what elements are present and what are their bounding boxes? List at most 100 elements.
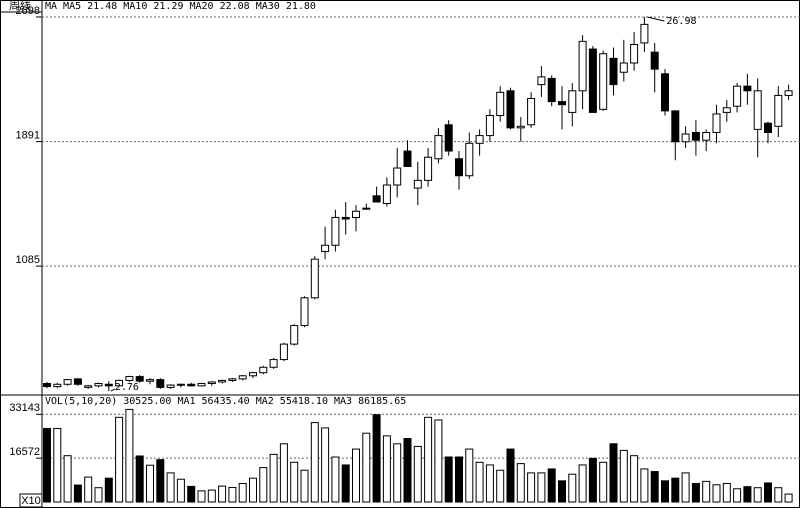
volume-bar xyxy=(681,472,690,503)
candle-body xyxy=(290,325,299,345)
price-ma-legend: MA MA5 21.48 MA10 21.29 MA20 22.08 MA30 … xyxy=(45,1,316,12)
volume-bar xyxy=(166,472,175,503)
volume-bar xyxy=(94,487,103,503)
candle-body xyxy=(362,207,371,210)
candle-body xyxy=(784,90,793,96)
candle-body xyxy=(444,124,453,152)
volume-bar xyxy=(558,480,566,503)
volume-bar xyxy=(269,453,278,503)
volume-bar xyxy=(310,422,319,503)
candle-body xyxy=(63,379,72,385)
volume-bar xyxy=(104,477,113,503)
volume-bar xyxy=(712,484,721,503)
volume-bar xyxy=(774,487,783,503)
candle-body xyxy=(764,122,772,133)
volume-bar xyxy=(650,471,659,503)
volume-bar xyxy=(764,482,772,503)
volume-bar xyxy=(722,482,731,503)
candle-body xyxy=(166,384,175,388)
candle-body xyxy=(135,376,144,382)
candle-body xyxy=(733,85,742,107)
candle-body xyxy=(661,73,669,112)
volume-bar xyxy=(331,456,340,503)
volume-bar xyxy=(352,448,360,503)
y-tick-label: 33143 xyxy=(9,402,40,414)
volume-bar xyxy=(434,419,443,503)
volume-bar xyxy=(218,485,227,503)
volume-bar xyxy=(455,456,463,503)
volume-bar xyxy=(444,456,453,503)
candle-body xyxy=(424,156,433,181)
candle-body xyxy=(753,90,762,130)
volume-bar xyxy=(115,416,124,503)
volume-bar xyxy=(290,461,299,503)
volume-bar xyxy=(599,461,608,503)
volume-bar xyxy=(475,461,484,503)
volume-bar xyxy=(630,455,639,503)
candle-body xyxy=(568,90,577,113)
candle-body xyxy=(321,244,330,252)
volume-bar xyxy=(413,445,422,503)
volume-bar xyxy=(300,469,309,503)
candle-body xyxy=(774,94,783,127)
volume-bar xyxy=(382,435,391,503)
candle-body xyxy=(547,77,556,103)
volume-bar xyxy=(424,416,433,503)
candle-body xyxy=(475,135,484,144)
volume-bar xyxy=(176,478,185,503)
candle-body xyxy=(218,379,227,383)
volume-bar xyxy=(43,427,51,503)
candle-body xyxy=(537,76,546,86)
candle-body xyxy=(485,115,494,137)
candle-body xyxy=(702,131,711,141)
volume-bar xyxy=(393,443,402,503)
candle-body xyxy=(650,51,659,70)
candle-body xyxy=(640,23,649,44)
candle-body xyxy=(516,125,525,129)
y-tick-label: 16572 xyxy=(9,446,40,458)
volume-bar xyxy=(702,480,711,503)
candle-body xyxy=(176,383,185,386)
candle-body xyxy=(187,383,196,387)
low-label: 2.76 xyxy=(115,382,139,393)
candle-body xyxy=(691,131,700,141)
volume-bar xyxy=(73,484,82,503)
volume-bar xyxy=(784,493,793,503)
candle-body xyxy=(331,216,340,246)
candle-body xyxy=(43,383,51,388)
high-label: 26.98 xyxy=(666,16,696,27)
candle-body xyxy=(115,379,124,387)
candle-body xyxy=(125,376,134,381)
volume-bar xyxy=(372,414,381,503)
candle-body xyxy=(228,378,237,381)
volume-bar xyxy=(527,472,536,503)
candle-body xyxy=(681,133,690,143)
volume-bar xyxy=(135,455,144,503)
volume-bar xyxy=(547,468,556,503)
volume-bar xyxy=(259,467,268,503)
y-tick-label: 1085 xyxy=(16,254,40,266)
volume-bar xyxy=(485,464,494,503)
volume-bar xyxy=(238,482,247,503)
high-pointer xyxy=(647,16,665,22)
volume-bar xyxy=(743,486,752,503)
candle-body xyxy=(372,195,381,203)
candle-body xyxy=(712,113,721,133)
unit-box xyxy=(19,493,43,508)
low-pointer xyxy=(110,388,116,392)
volume-bar xyxy=(588,457,597,503)
candle-body xyxy=(249,372,257,377)
candle-body xyxy=(578,40,587,92)
candle-body xyxy=(341,216,350,220)
volume-bar xyxy=(187,485,196,503)
candle-body xyxy=(722,107,731,113)
volume-bar xyxy=(403,437,412,503)
candle-body xyxy=(279,343,288,361)
candle-body xyxy=(527,98,536,126)
candle-body xyxy=(94,383,103,387)
volume-bar xyxy=(362,432,371,503)
volume-bar xyxy=(753,487,762,503)
volume-bar xyxy=(661,480,669,503)
candle-body xyxy=(352,210,360,218)
